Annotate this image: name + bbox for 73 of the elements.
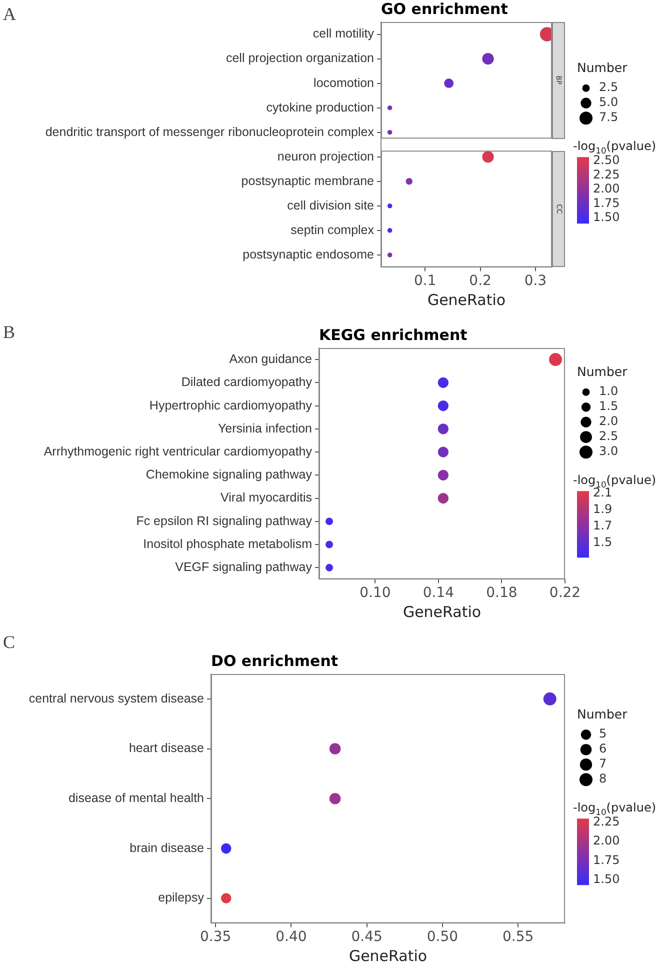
y-tick-label: postsynaptic endosome [242, 247, 374, 262]
legend-label: 2.0 [599, 414, 618, 428]
x-tick-label: 0.10 [360, 585, 391, 602]
chart-title: GO enrichment [381, 0, 508, 18]
x-tick-label: 0.45 [351, 929, 382, 946]
x-tick-label: 0.35 [200, 929, 232, 946]
legend-label: 1.5 [599, 399, 618, 414]
text: C [3, 632, 16, 652]
legend-label: 1.0 [599, 384, 618, 398]
legend-label: 7.5 [599, 110, 618, 124]
y-tick-label: Arrhythmogenic right ventricular cardiomyopathy [44, 444, 313, 458]
color-bar-label: 1.9 [593, 502, 612, 516]
text: B [3, 322, 16, 342]
color-bar-label: 2.50 [593, 153, 620, 168]
legend-label: 7 [599, 756, 607, 771]
y-tick-label: neuron projection [277, 149, 374, 164]
x-tick-label: 0.40 [276, 929, 307, 946]
y-tick-label: epilepsy [158, 890, 205, 905]
color-bar-label: 1.50 [593, 872, 620, 886]
y-tick-label: heart disease [128, 741, 204, 756]
x-tick-label: 0.50 [426, 929, 458, 946]
legend-label: 3.0 [599, 444, 618, 458]
x-axis-title: GeneRatio [427, 290, 506, 309]
color-bar-label: 1.75 [593, 852, 620, 867]
x-tick-label: 0.1 [414, 273, 436, 290]
x-axis-title: GeneRatio [402, 602, 482, 621]
color-bar-label: 1.5 [593, 535, 612, 550]
y-tick-label: septin complex [290, 222, 375, 237]
legend-title: Number [577, 364, 628, 380]
color-bar-label: 1.7 [593, 518, 612, 533]
y-tick-label: cell projection organization [226, 51, 374, 66]
color-bar-label: 2.25 [593, 167, 620, 182]
y-tick-label: brain disease [130, 840, 204, 855]
y-tick-label: VEGF signaling pathway [175, 560, 313, 574]
y-tick-label: disease of mental health [68, 791, 204, 806]
chart-title: DO enrichment [211, 652, 338, 670]
x-tick-label: 0.2 [469, 273, 492, 290]
y-tick-label: Chemokine signaling pathway [146, 468, 313, 482]
legend-label: 2.5 [599, 429, 618, 444]
x-tick-label: 0.14 [422, 585, 454, 602]
y-tick-label: Hypertrophic cardiomyopathy [149, 398, 313, 412]
legend-label: 6 [599, 742, 607, 756]
x-tick-label: 0.55 [502, 929, 534, 946]
y-tick-label: Inositol phosphate metabolism [143, 536, 312, 551]
color-bar-label: 1.50 [593, 210, 620, 224]
legend-label: 8 [599, 772, 607, 786]
x-axis-title: GeneRatio [348, 946, 428, 965]
y-tick-label: cell motility [312, 26, 375, 41]
y-tick-label: postsynaptic membrane [241, 174, 374, 188]
x-tick-label: 0.18 [486, 585, 518, 602]
color-bar-label: 2.00 [593, 182, 620, 196]
color-bar-label: 2.00 [593, 834, 620, 848]
y-tick-label: locomotion [314, 76, 374, 90]
text: A [3, 4, 16, 24]
legend-label: 5.0 [599, 95, 618, 110]
y-tick-label: Yersinia infection [218, 421, 312, 436]
legend-title: Number [577, 60, 628, 76]
y-tick-label: dendritic transport of messenger ribonucleoprotein complex [45, 124, 375, 139]
x-tick-label: 0.22 [549, 585, 581, 602]
y-tick-label: cytokine production [266, 100, 374, 114]
x-tick-label: 0.3 [524, 273, 547, 290]
y-tick-label: central nervous system disease [28, 691, 204, 706]
y-tick-label: Dilated cardiomyopathy [181, 375, 313, 390]
y-tick-label: Fc epsilon RI signaling pathway [136, 514, 313, 528]
y-tick-label: Axon guidance [229, 352, 312, 366]
legend-label: 2.5 [599, 80, 618, 94]
color-bar-label: 1.75 [593, 196, 620, 210]
legend-title: Number [577, 706, 628, 722]
color-bar-label: 2.25 [593, 814, 620, 829]
legend-label: 5 [599, 726, 607, 741]
y-tick-label: cell division site [287, 198, 374, 212]
chart-title: KEGG enrichment [319, 326, 468, 344]
y-tick-label: Viral myocarditis [220, 490, 312, 505]
